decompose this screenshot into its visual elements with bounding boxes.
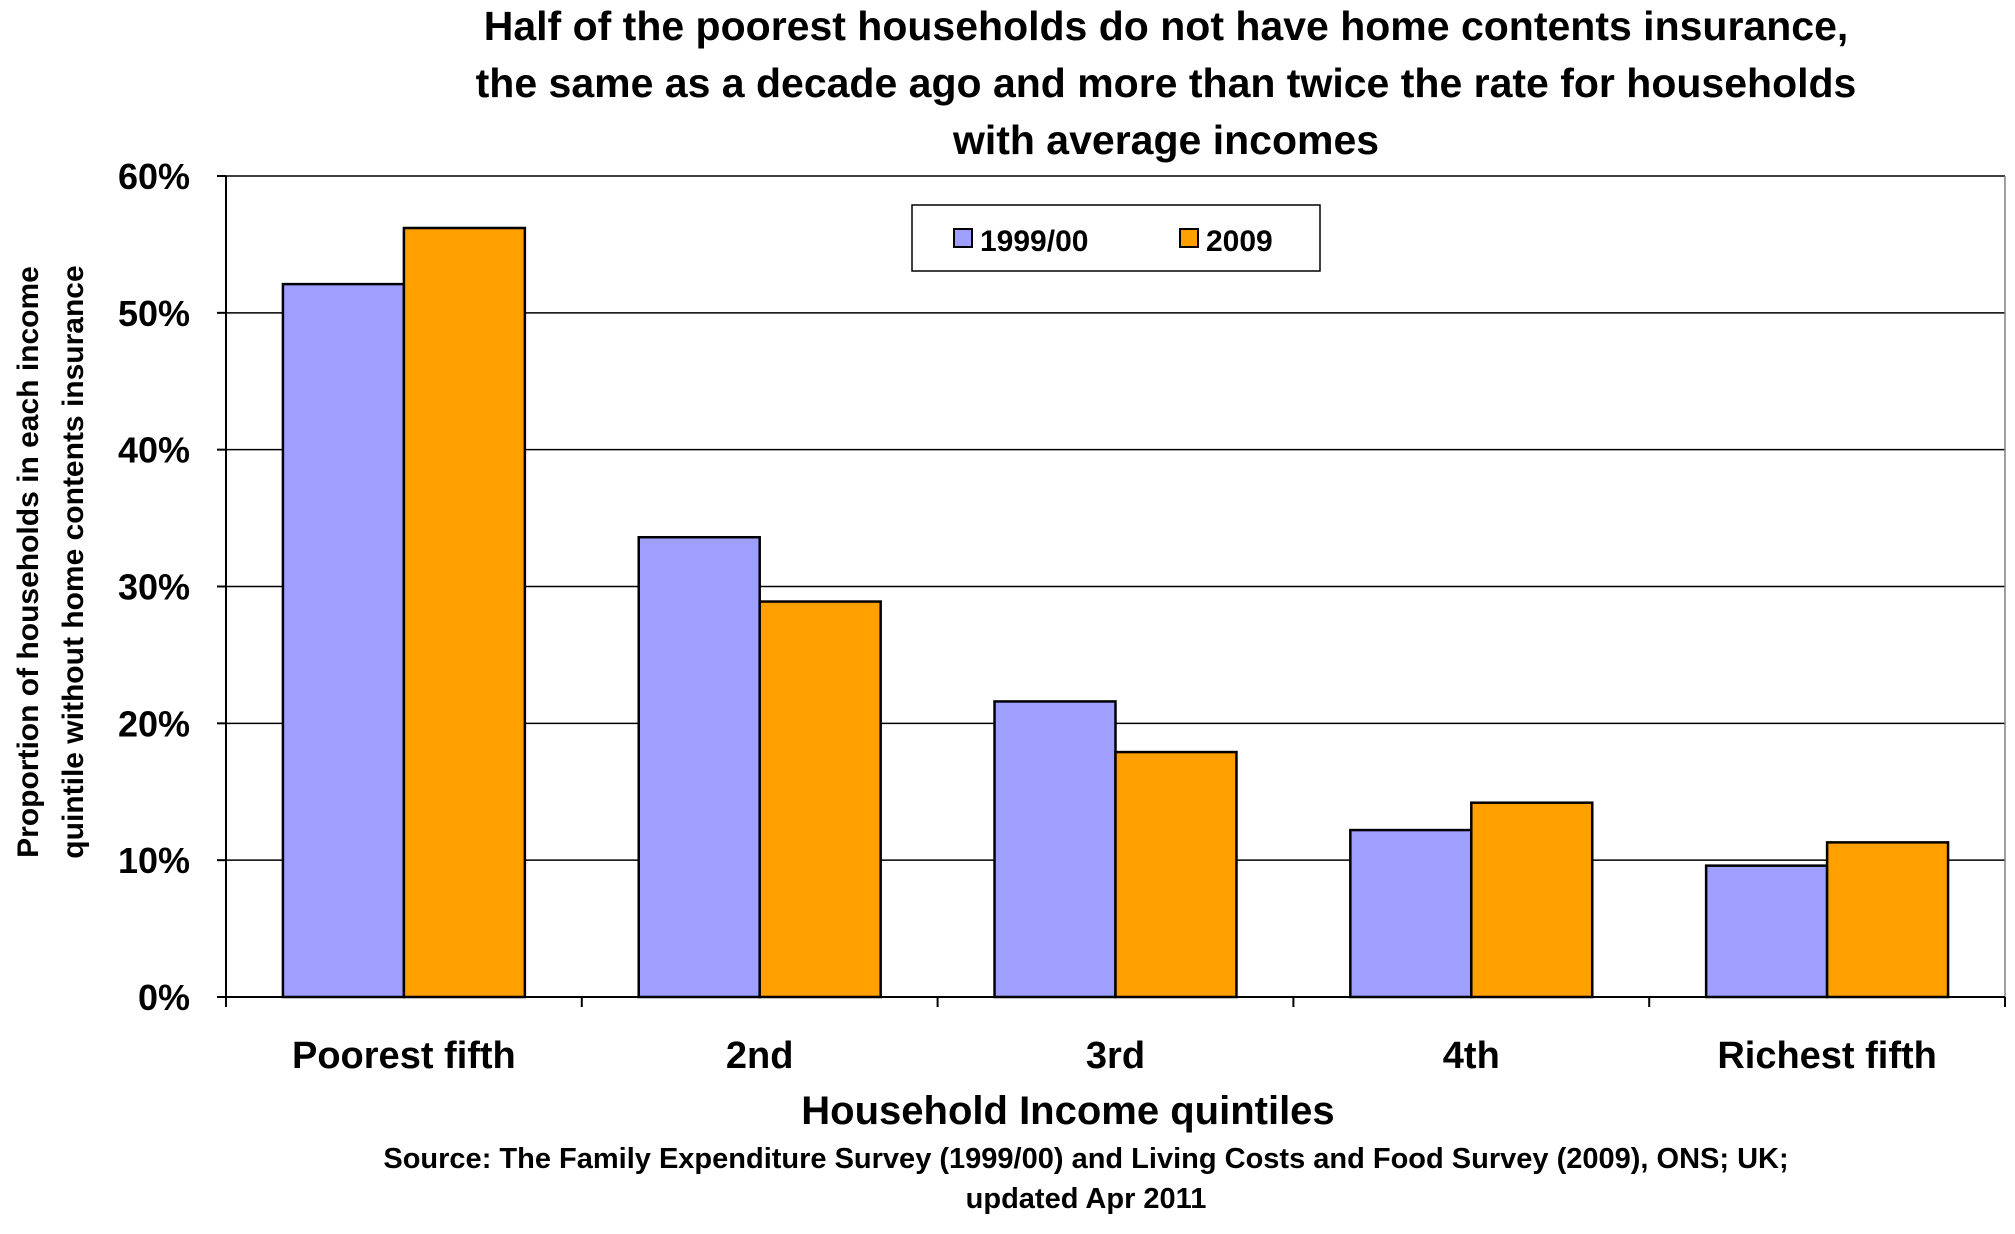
source-line-2: updated Apr 2011: [966, 1183, 1207, 1215]
y-tick-label-0: 0%: [138, 977, 190, 1018]
x-tick-label-1: Poorest fifth: [292, 1035, 516, 1077]
bar-series-1-2: [637, 535, 761, 999]
y-tick-label-3: 30%: [118, 567, 190, 608]
y-tick-label-5: 50%: [118, 293, 190, 334]
x-axis-label: Household Income quintiles: [801, 1089, 1334, 1133]
legend-label-2: 2009: [1206, 225, 1273, 258]
y-tick-label-6: 60%: [118, 156, 190, 197]
chart-title-line-1: Half of the poorest households do not ha…: [484, 3, 1849, 49]
source-note: Source: The Family Expenditure Survey (1…: [383, 1143, 1788, 1215]
y-axis-label-line-1: Proportion of households in each income: [12, 266, 45, 858]
x-tick-label-5: Richest fifth: [1717, 1035, 1937, 1077]
chart-title: Half of the poorest households do not ha…: [476, 3, 1857, 163]
legend-swatch-1: [953, 228, 973, 248]
bar-series-2-5: [1825, 841, 1950, 999]
bar-series-2-1: [402, 226, 527, 999]
bar-series-2-4: [1470, 801, 1594, 999]
x-tick-label-3: 3rd: [1086, 1035, 1145, 1077]
bar-series-1-5: [1704, 864, 1829, 999]
bar-series-2-2: [758, 600, 882, 999]
y-axis-label: Proportion of households in each income q…: [12, 265, 90, 858]
source-line-1: Source: The Family Expenditure Survey (1…: [383, 1143, 1788, 1175]
bar-series-2-3: [1114, 750, 1238, 999]
x-tick-labels: Poorest fifth 2nd 3rd 4th Richest fifth: [292, 1035, 1937, 1077]
y-tick-label-4: 40%: [118, 430, 190, 471]
bars: [281, 226, 1950, 999]
x-axis-label-text: Household Income quintiles: [801, 1089, 1334, 1133]
bar-series-1-1: [281, 282, 406, 999]
x-tick-label-4: 4th: [1443, 1035, 1500, 1077]
axes: [217, 175, 2006, 1007]
y-tick-label-2: 20%: [118, 703, 190, 744]
legend-box: [911, 204, 1321, 272]
legend-swatch-2: [1179, 228, 1199, 248]
bar-series-1-3: [993, 700, 1117, 999]
chart-title-line-3: with average incomes: [952, 117, 1379, 163]
y-tick-label-1: 10%: [118, 840, 190, 881]
bar-series-1-4: [1349, 828, 1473, 999]
y-tick-labels: 0% 10% 20% 30% 40% 50% 60%: [118, 156, 190, 1018]
legend: 1999/00 2009: [911, 204, 1321, 272]
chart-title-line-2: the same as a decade ago and more than t…: [476, 60, 1857, 106]
y-axis-label-line-2: quintile without home contents insurance: [57, 265, 90, 858]
x-tick-label-2: 2nd: [726, 1035, 794, 1077]
legend-label-1: 1999/00: [980, 225, 1088, 258]
